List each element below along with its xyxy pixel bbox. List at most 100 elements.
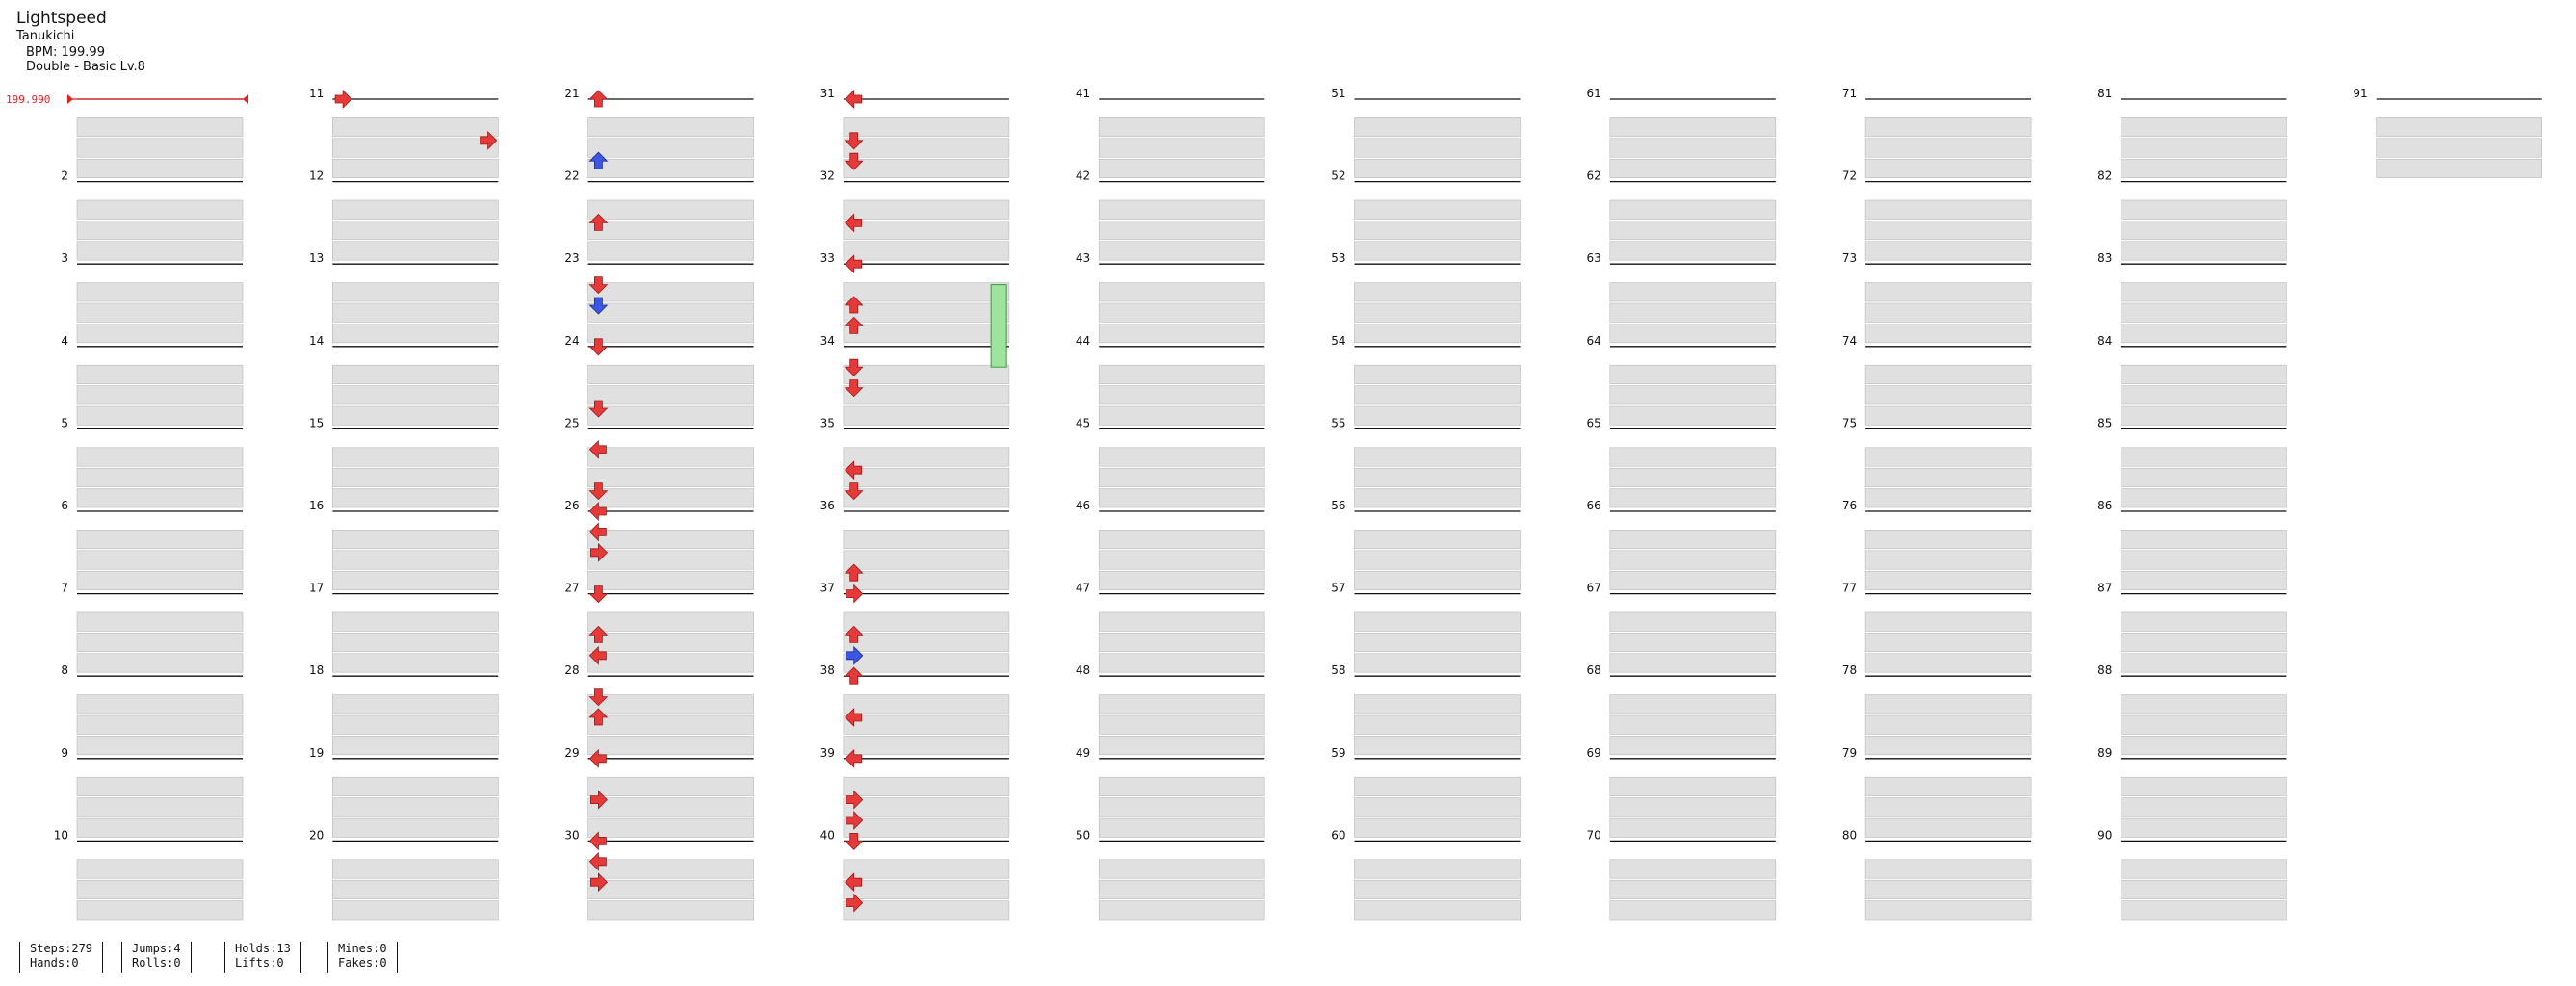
red-arrow-note-l [588, 502, 607, 521]
beat-band [1609, 570, 1777, 590]
beat-band [76, 776, 244, 796]
beat-band [76, 138, 244, 158]
beat-band [1864, 714, 2032, 735]
beat-band [1864, 530, 2032, 550]
beat-band [587, 550, 754, 570]
blue-arrow-note-u [588, 151, 609, 169]
song-artist: Tanukichi [16, 29, 75, 43]
beat-band [1098, 385, 1265, 405]
red-arrow-note-d [588, 482, 609, 501]
beat-band [1354, 324, 1521, 344]
beat-band [2376, 138, 2542, 158]
measure-number: 56 [1331, 499, 1345, 512]
red-arrow-note-l [845, 254, 863, 274]
beat-band [76, 736, 244, 756]
measure-number: 25 [564, 416, 579, 429]
bpm-change-marker: 199.990 [6, 93, 248, 106]
measure-number: 81 [2097, 87, 2112, 100]
beat-band [587, 736, 754, 756]
beat-band [1864, 138, 2032, 158]
holds-count: Holds:13 [235, 942, 291, 955]
beat-band [1864, 405, 2032, 426]
beat-band [1609, 879, 1777, 899]
beat-band [1354, 488, 1521, 508]
beat-band [2121, 488, 2287, 508]
beat-band [76, 570, 244, 590]
beat-band [1864, 282, 2032, 302]
song-header: Lightspeed Tanukichi BPM: 199.99 Double … [16, 8, 145, 76]
measure-number: 11 [309, 87, 324, 100]
measure-number: 60 [1331, 828, 1345, 842]
measure-number: 71 [1842, 87, 1857, 100]
beat-band [2121, 859, 2287, 879]
beat-band [1098, 530, 1265, 550]
beat-band [2121, 199, 2287, 220]
beat-band [1864, 199, 2032, 220]
red-arrow-note-d [588, 585, 609, 604]
beat-band [587, 138, 754, 158]
beat-band [587, 221, 754, 241]
beat-band [331, 221, 499, 241]
measure-number: 65 [1587, 416, 1601, 429]
beat-band [1864, 694, 2032, 714]
beat-band [1864, 653, 2032, 673]
beat-band [1864, 859, 2032, 879]
beat-band [1864, 488, 2032, 508]
red-arrow-note-l [845, 708, 863, 727]
measure-number: 77 [1842, 582, 1857, 595]
measure-number: 40 [820, 828, 835, 842]
red-arrow-note-l [845, 460, 863, 480]
beat-band [331, 550, 499, 570]
beat-band [1098, 199, 1265, 220]
measure-number: 32 [820, 169, 835, 183]
measure-number: 67 [1587, 582, 1601, 595]
beat-band [1354, 405, 1521, 426]
measure-number: 35 [820, 416, 835, 429]
beat-band [1098, 158, 1265, 178]
measure-number: 88 [2097, 663, 2112, 677]
bpm-change-value: 199.990 [6, 93, 50, 106]
beat-band [2121, 633, 2287, 653]
beat-band [76, 467, 244, 487]
beat-band [2121, 324, 2287, 344]
beat-band [1864, 158, 2032, 178]
beat-band [843, 817, 1010, 838]
measure-number: 52 [1331, 169, 1345, 183]
beat-band [331, 653, 499, 673]
measure-number: 9 [61, 746, 68, 760]
arrow-notes [334, 90, 864, 913]
measure-number: 22 [564, 169, 579, 183]
beat-band [2121, 302, 2287, 323]
beat-band [2121, 158, 2287, 178]
beat-band [331, 364, 499, 384]
beat-band [1609, 653, 1777, 673]
measure-number: 91 [2353, 87, 2367, 100]
beat-band [587, 364, 754, 384]
beat-band [1354, 158, 1521, 178]
beat-band [1354, 859, 1521, 879]
beat-band [331, 611, 499, 632]
measure-number: 29 [564, 746, 579, 760]
beat-band [1609, 324, 1777, 344]
beat-band [76, 611, 244, 632]
measure-number: 20 [309, 828, 324, 842]
red-arrow-note-u [844, 316, 864, 334]
jumps-count: Jumps:4 [132, 942, 181, 955]
beat-band [1864, 241, 2032, 261]
beat-band [1354, 611, 1521, 632]
beat-band [1354, 736, 1521, 756]
hold-body [990, 284, 1007, 368]
red-arrow-note-l [588, 439, 607, 459]
measure-number: 49 [1076, 746, 1090, 760]
beat-band [587, 879, 754, 899]
measure-number: 33 [820, 251, 835, 265]
measure-number: 76 [1842, 499, 1857, 512]
blue-arrow-note-d [588, 297, 609, 315]
beat-band [331, 405, 499, 426]
beat-band [76, 550, 244, 570]
beat-band [1609, 550, 1777, 570]
beat-band [2376, 158, 2542, 178]
beat-band [1098, 364, 1265, 384]
beat-band [843, 859, 1010, 879]
